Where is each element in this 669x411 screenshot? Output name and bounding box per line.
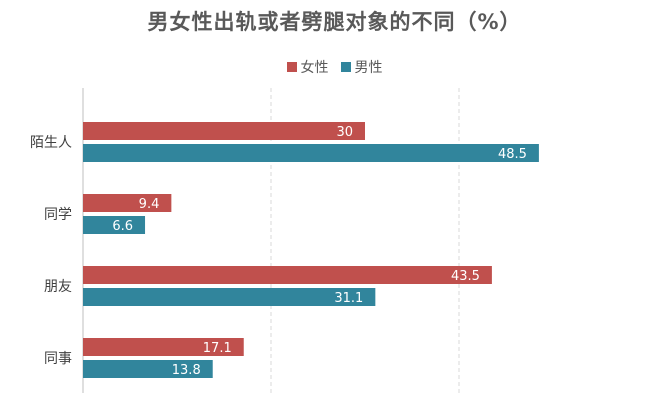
category-label: 朋友 (44, 279, 72, 295)
bar-series-1 (83, 288, 376, 306)
data-label: 13.8 (172, 363, 201, 378)
category-label: 同学 (44, 207, 72, 223)
bar-series-1 (83, 360, 213, 378)
data-label: 48.5 (498, 147, 527, 162)
category-label: 同事 (44, 351, 72, 367)
legend-item-series-1: 男性 (340, 57, 383, 77)
data-label: 17.1 (203, 341, 232, 356)
data-label: 43.5 (451, 269, 480, 284)
legend-swatch-series-1 (340, 62, 351, 72)
category-label: 陌生人 (30, 135, 72, 151)
bar-series-0 (83, 266, 492, 284)
bar-series-0 (83, 122, 365, 140)
data-label: 6.6 (112, 219, 133, 234)
legend-label-series-0: 女性 (300, 60, 329, 76)
bar-series-1 (83, 144, 539, 162)
data-label: 31.1 (334, 291, 363, 306)
data-label: 30 (336, 125, 353, 140)
chart-title: 男女性出轨或者劈腿对象的不同（%） (147, 10, 522, 34)
legend-label-series-1: 男性 (354, 60, 383, 76)
legend-swatch-series-0 (286, 62, 297, 72)
bar-series-0 (83, 194, 172, 212)
chart-legend: 女性 男性 (0, 57, 669, 77)
legend-item-series-0: 女性 (286, 57, 329, 77)
bar-series-0 (83, 338, 244, 356)
bar-series-1 (83, 216, 146, 234)
data-label: 9.4 (139, 197, 160, 212)
